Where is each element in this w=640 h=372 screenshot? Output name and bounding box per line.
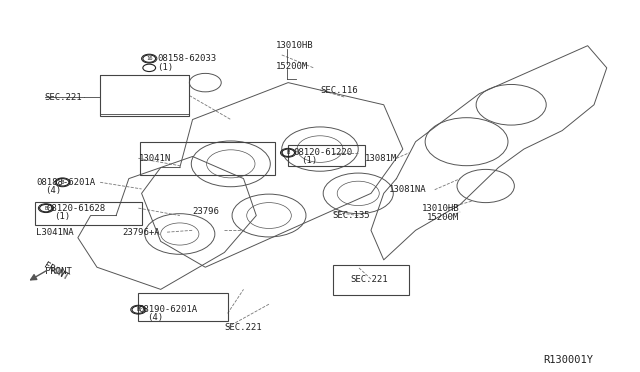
Text: 08120-61628: 08120-61628 (46, 203, 105, 213)
Text: SEC.221: SEC.221 (45, 93, 83, 102)
Text: 08190-6201A: 08190-6201A (138, 305, 198, 314)
Text: (1): (1) (301, 156, 317, 166)
Text: FRONT: FRONT (42, 261, 69, 282)
Text: 08158-62033: 08158-62033 (157, 54, 216, 63)
Text: 15200M: 15200M (275, 61, 308, 71)
Text: B: B (61, 180, 64, 185)
Text: SEC.221: SEC.221 (351, 275, 388, 283)
Text: B: B (44, 206, 47, 211)
Text: (1): (1) (54, 212, 70, 221)
Text: 13081NA: 13081NA (389, 185, 426, 194)
Text: (4): (4) (147, 313, 163, 322)
Text: 13010HB: 13010HB (275, 41, 313, 50)
Text: 08120-61220: 08120-61220 (293, 148, 353, 157)
Text: B: B (287, 150, 290, 155)
Text: SEC.221: SEC.221 (225, 323, 262, 331)
Text: B: B (137, 307, 140, 312)
Text: (1): (1) (157, 63, 173, 72)
Text: SEC.135: SEC.135 (333, 211, 371, 220)
Text: (4): (4) (45, 186, 61, 195)
Text: 13081M: 13081M (365, 154, 397, 163)
Text: 13010HB: 13010HB (422, 203, 460, 213)
Text: FRONT: FRONT (45, 267, 72, 276)
Text: 23796+A: 23796+A (122, 228, 160, 237)
Text: 23796: 23796 (193, 207, 220, 217)
Text: L3041NA: L3041NA (36, 228, 74, 237)
Text: 08188-6201A: 08188-6201A (36, 178, 95, 187)
Text: 15200M: 15200M (427, 213, 460, 222)
Text: 16: 16 (146, 56, 152, 61)
Text: 13041N: 13041N (138, 154, 171, 163)
Text: R130001Y: R130001Y (543, 355, 593, 365)
Text: SEC.116: SEC.116 (320, 86, 358, 94)
